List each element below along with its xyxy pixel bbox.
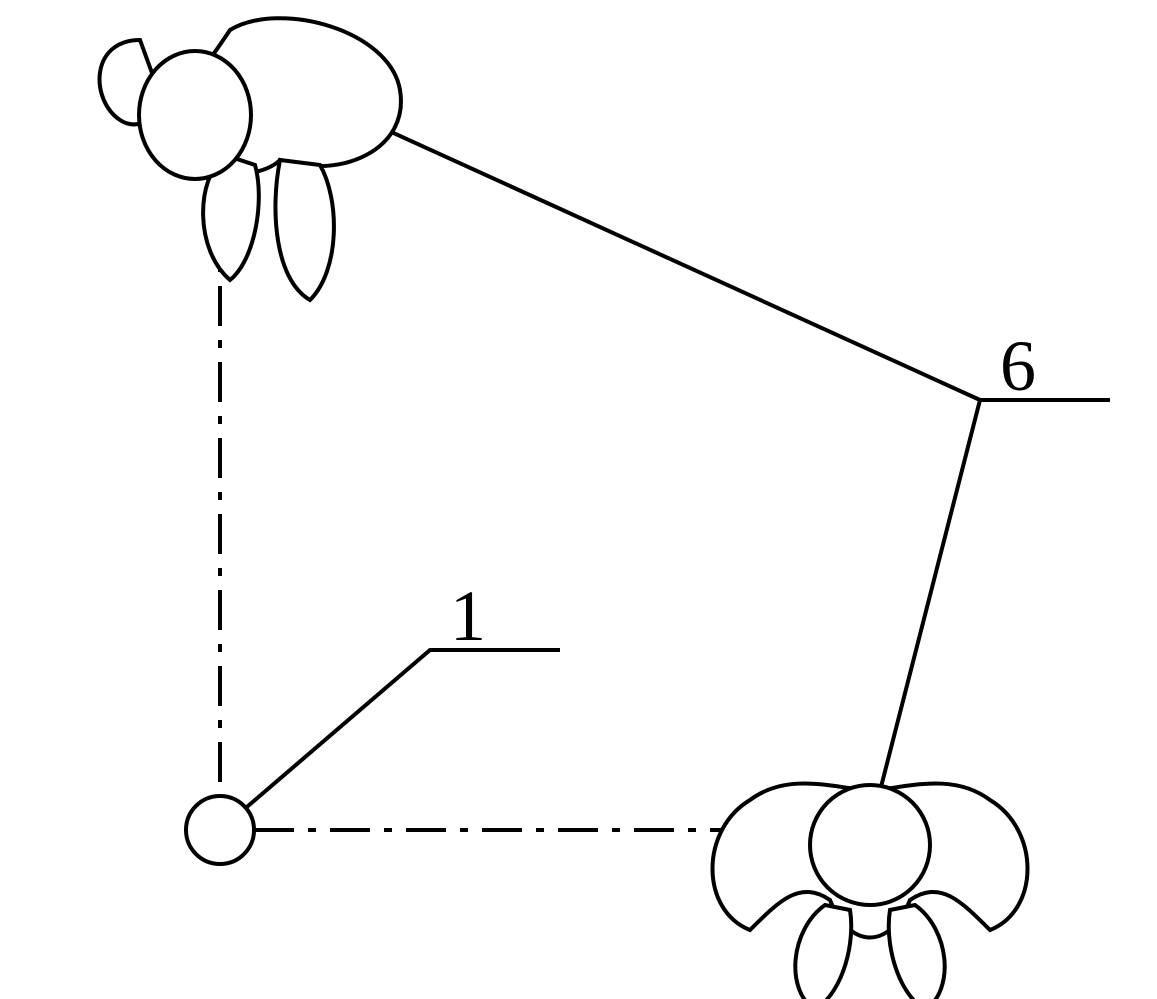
node-circle-1 — [186, 796, 254, 864]
leader-line-6 — [870, 400, 1110, 830]
connection-line — [310, 95, 980, 400]
label-6: 6 — [1000, 326, 1036, 406]
person-figure-bottom — [713, 783, 1028, 999]
leader-line-1 — [220, 650, 560, 830]
person-figure-top — [100, 18, 401, 300]
label-1: 1 — [450, 576, 486, 656]
